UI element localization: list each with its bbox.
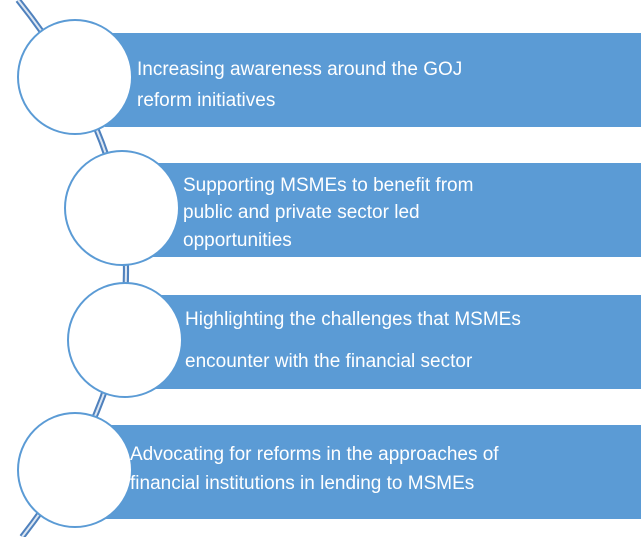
item-text: opportunities	[183, 230, 292, 251]
item-text: reform initiatives	[137, 90, 275, 111]
item-circle	[17, 19, 133, 135]
item-list: Increasing awareness around the GOJ refor…	[17, 19, 641, 528]
item-box	[155, 295, 641, 389]
item-circle	[67, 282, 183, 398]
item-box	[105, 425, 641, 519]
item-text: Increasing awareness around the GOJ	[137, 59, 462, 80]
list-item: Advocating for reforms in the approaches…	[17, 412, 641, 528]
item-circle	[17, 412, 133, 528]
item-text: public and private sector led	[183, 202, 420, 223]
item-text: Advocating for reforms in the approaches…	[130, 444, 499, 465]
item-text: Highlighting the challenges that MSMEs	[185, 309, 521, 330]
item-box	[150, 163, 641, 257]
item-circle	[64, 150, 180, 266]
list-item: Highlighting the challenges that MSMEs en…	[67, 282, 641, 398]
list-item: Supporting MSMEs to benefit from public a…	[64, 150, 641, 266]
item-text: Supporting MSMEs to benefit from	[183, 175, 473, 196]
item-box	[105, 33, 641, 127]
item-text: financial institutions in lending to MSM…	[130, 473, 474, 494]
item-text: encounter with the financial sector	[185, 351, 473, 372]
list-item: Increasing awareness around the GOJ refor…	[17, 19, 641, 135]
